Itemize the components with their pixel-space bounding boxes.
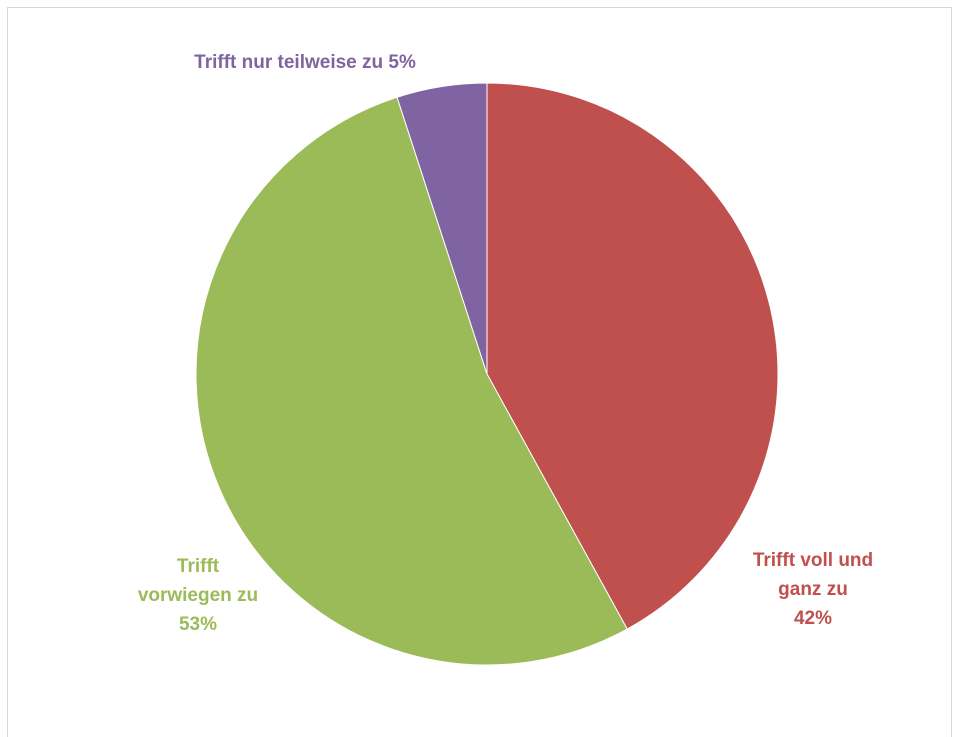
data-label-value: 53% <box>178 614 218 635</box>
data-label-line: Trifft <box>176 556 220 577</box>
data-label-value: 42% <box>793 608 833 629</box>
pie-slice-trifft-vorwiegen-zu <box>195 96 628 666</box>
pie-slice-trifft-voll-und-ganz-zu <box>486 82 779 630</box>
data-label-line: Trifft nur teilweise zu 5% <box>194 52 416 73</box>
data-label-line: vorwiegen zu <box>137 585 259 606</box>
data-label-line: ganz zu <box>778 579 848 600</box>
data-label-trifft-nur-teilweise-zu: Trifft nur teilweise zu 5% <box>140 48 470 77</box>
data-label-line: Trifft voll und <box>752 550 874 571</box>
data-label-trifft-vorwiegen-zu: Trifft vorwiegen zu 53% <box>123 552 273 639</box>
data-label-trifft-voll-und-ganz-zu: Trifft voll und ganz zu 42% <box>728 546 898 633</box>
pie-slice-trifft-nur-teilweise-zu <box>396 82 488 375</box>
